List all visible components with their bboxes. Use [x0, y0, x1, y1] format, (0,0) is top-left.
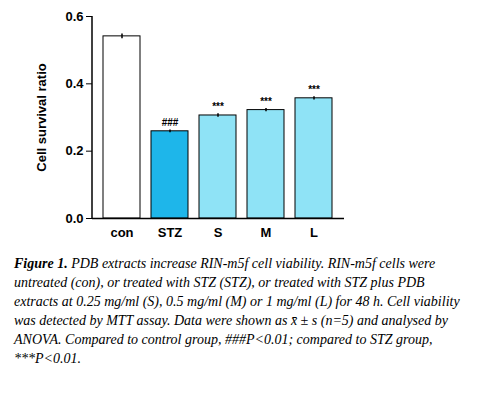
svg-text:***: ***: [260, 96, 272, 107]
svg-text:***: ***: [212, 101, 224, 112]
svg-text:###: ###: [162, 117, 179, 128]
svg-text:L: L: [310, 225, 318, 240]
svg-text:S: S: [214, 225, 223, 240]
svg-text:STZ: STZ: [158, 225, 183, 240]
svg-text:con: con: [110, 225, 133, 240]
svg-text:***: ***: [308, 84, 320, 95]
svg-text:M: M: [261, 225, 272, 240]
svg-text:0.2: 0.2: [65, 143, 83, 158]
svg-text:Cell survival ratio: Cell survival ratio: [34, 63, 49, 171]
svg-text:0.4: 0.4: [65, 76, 84, 91]
svg-text:0.6: 0.6: [65, 9, 83, 24]
html-text:Figure 1. PDB extracts increas: Figure 1. PDB extracts increase RIN-m5f …: [14, 256, 460, 366]
svg-text:0.0: 0.0: [65, 211, 83, 226]
